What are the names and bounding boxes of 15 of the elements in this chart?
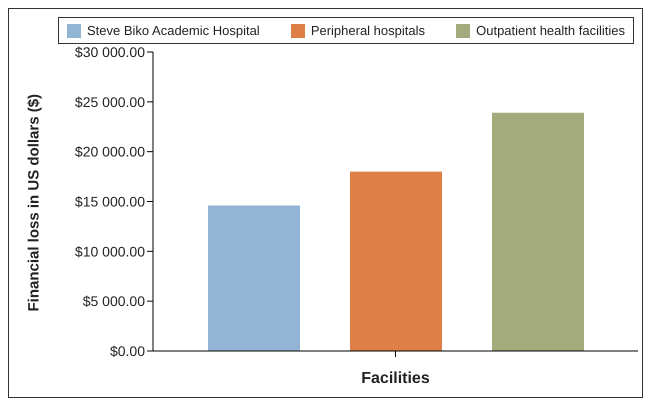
y-tick-label: $0.00 [110,342,146,359]
y-tick-label: $20 000.00 [74,144,146,160]
y-tick-label: $30 000.00 [74,44,146,60]
y-tick-label: $25 000.00 [74,94,146,110]
bar [208,205,300,351]
legend-label: Steve Biko Academic Hospital [86,23,260,38]
y-tick-label: $15 000.00 [74,193,146,210]
legend-label: Peripheral hospitals [310,23,425,38]
y-axis-title: Financial loss in US dollars ($) [25,94,42,312]
bar [492,112,584,351]
legend-label: Outpatient health facilities [475,23,625,38]
bar [350,172,442,351]
y-tick-label: $10 000.00 [74,243,146,260]
x-axis-title: Facilities [361,370,430,387]
y-tick-label: $5 000.00 [82,293,146,310]
